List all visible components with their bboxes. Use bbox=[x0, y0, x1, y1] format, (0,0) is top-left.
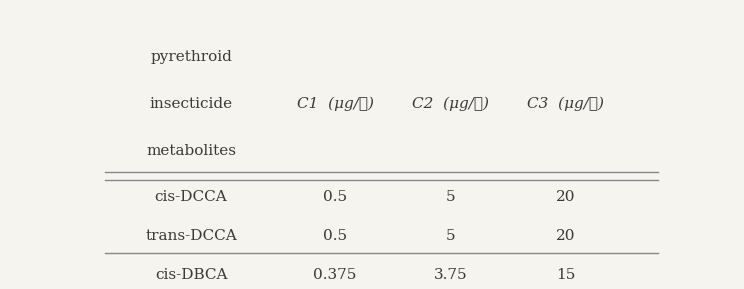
Text: 0.5: 0.5 bbox=[323, 190, 347, 204]
Text: 20: 20 bbox=[556, 190, 576, 204]
Text: 3.75: 3.75 bbox=[434, 268, 467, 282]
Text: C3  (μg/ℓ): C3 (μg/ℓ) bbox=[527, 97, 604, 111]
Text: cis-DBCA: cis-DBCA bbox=[155, 268, 227, 282]
Text: pyrethroid: pyrethroid bbox=[150, 50, 232, 64]
Text: 0.5: 0.5 bbox=[323, 229, 347, 243]
Text: 0.375: 0.375 bbox=[313, 268, 357, 282]
Text: 5: 5 bbox=[446, 190, 455, 204]
Text: trans-DCCA: trans-DCCA bbox=[145, 229, 237, 243]
Text: 15: 15 bbox=[556, 268, 576, 282]
Text: C1  (μg/ℓ): C1 (μg/ℓ) bbox=[297, 97, 373, 111]
Text: cis-DCCA: cis-DCCA bbox=[155, 190, 228, 204]
Text: C2  (μg/ℓ): C2 (μg/ℓ) bbox=[412, 97, 489, 111]
Text: metabolites: metabolites bbox=[146, 144, 236, 158]
Text: 20: 20 bbox=[556, 229, 576, 243]
Text: insecticide: insecticide bbox=[150, 97, 233, 111]
Text: 5: 5 bbox=[446, 229, 455, 243]
